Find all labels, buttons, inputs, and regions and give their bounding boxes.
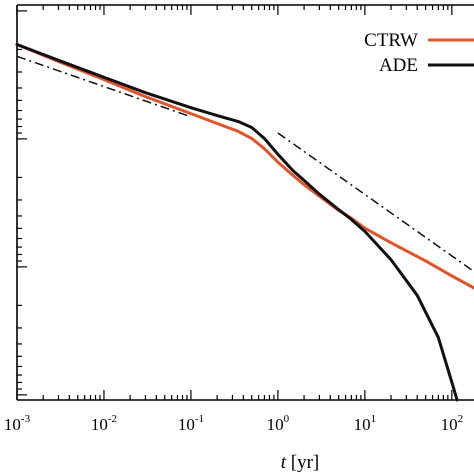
plot-frame (16, 4, 474, 401)
legend: CTRW ADE (364, 30, 474, 76)
x-tick-label: 10-2 (91, 413, 117, 434)
x-tick-labels: 10-3 10-2 10-1 100 101 102 (4, 413, 463, 434)
y-axis-ticks (17, 10, 27, 396)
x-axis-title: t [yr] (281, 452, 320, 473)
series-line-ade (15, 43, 459, 402)
x-tick-label: 10-1 (178, 413, 204, 434)
series-lines (15, 43, 474, 402)
x-axis-ticks (16, 5, 453, 400)
x-tick-label: 102 (441, 413, 464, 434)
guide-line-1 (16, 55, 192, 118)
x-tick-label: 100 (267, 413, 290, 434)
x-tick-label: 10-3 (4, 413, 31, 434)
guide-line-2 (277, 132, 474, 273)
legend-label-ade: ADE (379, 55, 418, 76)
series-line-ctrw (15, 43, 474, 290)
legend-label-ctrw: CTRW (364, 30, 418, 51)
guide-lines (16, 55, 474, 273)
x-tick-label: 101 (354, 413, 377, 434)
